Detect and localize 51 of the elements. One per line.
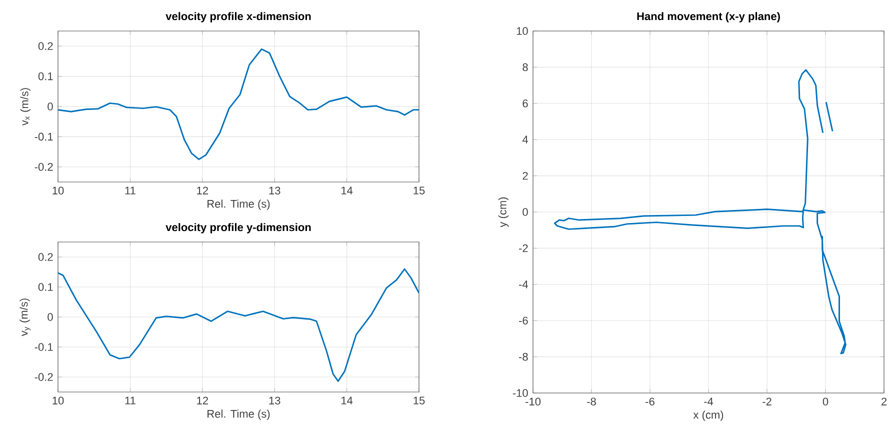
x-tick-label: 2 — [882, 398, 887, 406]
x-axis-title: Rel. Time (s) — [208, 410, 270, 420]
x-tick-label: 15 — [414, 186, 425, 194]
y-tick-label: 10 — [516, 27, 528, 35]
y-tick-label: 0 — [522, 208, 528, 216]
x-axis-title: Rel. Time (s) — [208, 200, 270, 210]
chart-title: velocity profile y-dimension — [166, 223, 311, 234]
chart-title: velocity profile x-dimension — [166, 12, 311, 22]
y-tick-label: 6 — [522, 100, 528, 108]
x-tick-label: -8 — [587, 398, 596, 406]
y-tick-label: -6 — [519, 316, 528, 324]
x-tick-label: 12 — [197, 186, 208, 194]
x-axis-title: x (cm) — [693, 410, 724, 421]
x-tick-label: 13 — [269, 396, 280, 404]
line-series — [58, 268, 419, 382]
y-tick-label: 0 — [48, 102, 53, 110]
y-tick-label: 0.2 — [38, 253, 53, 261]
x-tick-label: 10 — [52, 186, 64, 194]
y-tick-label: -8 — [519, 352, 528, 361]
y-tick-label: 4 — [522, 136, 528, 144]
x-tick-label: -2 — [762, 398, 772, 406]
x-tick-label: 13 — [269, 186, 280, 194]
y-tick-label: -2 — [519, 244, 528, 252]
y-axis-title: y (cm) — [498, 197, 509, 228]
y-tick-label: -0.2 — [34, 373, 53, 381]
y-tick-label: 0.1 — [38, 72, 53, 80]
x-tick-label: 12 — [197, 396, 208, 404]
y-axis-title: v$_{y}$ (m/s) — [20, 298, 31, 336]
x-tick-label: 11 — [125, 396, 136, 404]
y-tick-label: 2 — [522, 172, 528, 180]
x-tick-label: 14 — [342, 396, 353, 404]
x-tick-label: -6 — [646, 398, 654, 406]
x-tick-label: -4 — [704, 398, 714, 406]
y-tick-label: 0.1 — [38, 283, 53, 291]
y-tick-label: -0.1 — [34, 343, 53, 351]
x-tick-label: 0 — [822, 398, 828, 406]
y-tick-label: 0.2 — [38, 42, 53, 50]
x-tick-label: 10 — [52, 396, 64, 404]
y-tick-label: 0 — [48, 313, 53, 321]
line-series — [58, 48, 419, 160]
y-tick-label: -0.1 — [34, 132, 53, 141]
y-tick-label: -4 — [519, 280, 528, 288]
x-tick-label: 14 — [342, 186, 353, 194]
x-tick-label: 15 — [414, 396, 425, 404]
line-series — [554, 69, 846, 354]
y-axis-title: v$_{x}$ (m/s) — [20, 88, 31, 126]
chart-title: Hand movement (x-y plane) — [637, 12, 780, 22]
y-tick-label: -10 — [512, 389, 528, 397]
y-tick-label: -0.2 — [34, 163, 53, 171]
y-tick-label: 8 — [522, 63, 528, 72]
x-tick-label: 11 — [125, 186, 136, 194]
